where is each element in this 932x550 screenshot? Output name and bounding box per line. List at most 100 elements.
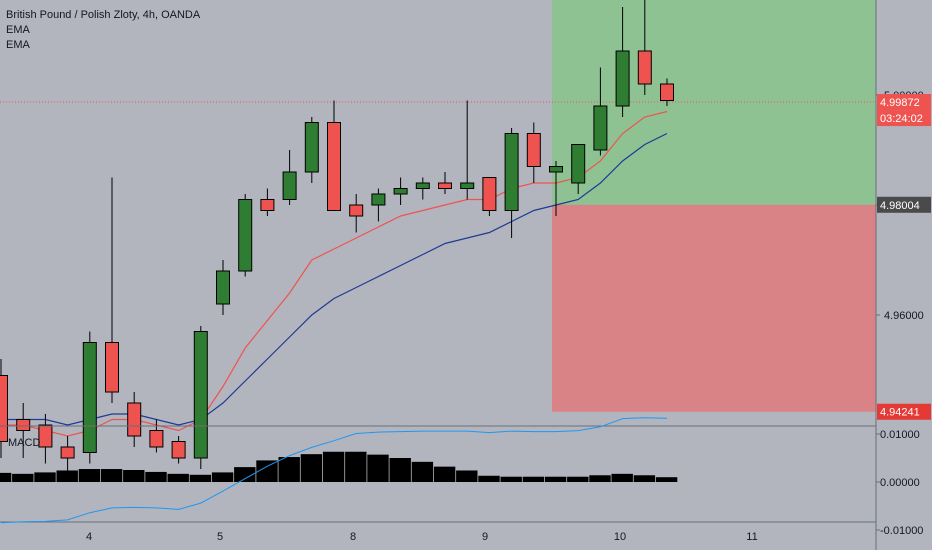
candle bbox=[593, 67, 608, 156]
macd-histogram-bar bbox=[56, 470, 78, 482]
candle-body bbox=[282, 171, 297, 200]
candle bbox=[304, 117, 319, 183]
candle bbox=[149, 419, 164, 453]
candle-body bbox=[105, 342, 119, 393]
candle-body bbox=[349, 204, 364, 217]
macd-histogram-bar bbox=[0, 472, 12, 482]
candle bbox=[0, 359, 8, 458]
stop-price-label: 4.94241 bbox=[880, 407, 920, 419]
countdown-label: 03:24:02 bbox=[880, 113, 923, 125]
candle bbox=[38, 414, 53, 464]
time-tick-label: 11 bbox=[746, 531, 757, 543]
candle bbox=[660, 78, 674, 106]
candle-body bbox=[460, 182, 475, 189]
legend-ema-fast[interactable]: EMA bbox=[6, 24, 30, 36]
candle bbox=[371, 188, 386, 222]
macd-histogram-bar bbox=[367, 454, 389, 482]
candle-body bbox=[660, 83, 674, 101]
candle-body bbox=[238, 199, 253, 272]
candle-body bbox=[260, 199, 275, 211]
candle bbox=[393, 177, 408, 205]
candle bbox=[260, 188, 275, 216]
macd-histogram-bar bbox=[345, 451, 367, 482]
legend-title[interactable]: British Pound / Polish Zloty, 4h, OANDA bbox=[6, 9, 201, 21]
candle bbox=[82, 331, 97, 464]
macd-histogram-bar bbox=[211, 472, 234, 482]
macd-label[interactable]: MACD bbox=[8, 437, 41, 449]
candle bbox=[216, 260, 230, 315]
chart-legend: British Pound / Polish Zloty, 4h, OANDA … bbox=[6, 8, 200, 53]
macd-histogram-bar bbox=[189, 474, 212, 482]
current-price-label-bg bbox=[877, 94, 931, 111]
candle-body bbox=[393, 188, 408, 195]
candle-body bbox=[304, 122, 319, 173]
legend-ema-slow[interactable]: EMA bbox=[6, 39, 30, 51]
macd-histogram-bar bbox=[256, 460, 278, 482]
macd-tick-label: -0.01000 bbox=[880, 525, 923, 537]
candle bbox=[438, 172, 452, 194]
candle bbox=[526, 122, 541, 183]
macd-histogram-bar bbox=[322, 451, 345, 482]
macd-histogram-bar bbox=[456, 470, 478, 482]
macd-histogram-bar bbox=[100, 469, 123, 482]
candle bbox=[571, 144, 586, 194]
candle-body bbox=[216, 270, 230, 305]
candle-body bbox=[149, 430, 164, 448]
candle-body bbox=[615, 50, 630, 107]
stop-price-label-bg bbox=[877, 403, 931, 420]
macd-tick-label: 0.01000 bbox=[880, 429, 920, 441]
macd-histogram-bar bbox=[278, 457, 300, 482]
candle bbox=[127, 392, 142, 447]
candle-body bbox=[38, 424, 53, 448]
candle-body bbox=[593, 105, 608, 151]
macd-histogram-bar bbox=[12, 473, 34, 482]
macd-histogram-bar bbox=[567, 476, 589, 482]
candle bbox=[105, 177, 119, 403]
macd-histogram-bar bbox=[611, 473, 633, 482]
macd-histogram-bar bbox=[522, 476, 545, 482]
countdown-bg bbox=[877, 110, 931, 127]
candle-body bbox=[82, 342, 97, 453]
candle bbox=[238, 194, 253, 277]
candle-body bbox=[415, 182, 430, 189]
macd-histogram-bar bbox=[145, 471, 167, 482]
candle-body bbox=[438, 182, 452, 189]
candle bbox=[460, 100, 475, 200]
candle bbox=[637, 0, 652, 95]
macd-histogram-bar bbox=[544, 476, 567, 482]
candle-body bbox=[193, 331, 208, 459]
candle bbox=[349, 194, 364, 233]
candle bbox=[482, 177, 497, 216]
macd-histogram-bar bbox=[633, 475, 656, 482]
macd-histogram-bar bbox=[167, 473, 189, 482]
macd-histogram-bar bbox=[300, 454, 323, 482]
macd-histogram-bar bbox=[589, 475, 611, 482]
macd-histogram-bar bbox=[123, 470, 145, 482]
candle bbox=[16, 403, 31, 458]
price-tick-label: 4.96000 bbox=[884, 310, 924, 322]
macd-histogram-bar bbox=[78, 469, 101, 482]
candle bbox=[282, 150, 297, 205]
candle-body bbox=[482, 177, 497, 211]
candle bbox=[615, 7, 630, 117]
macd-histogram-bar bbox=[411, 461, 434, 482]
candle bbox=[193, 326, 208, 469]
time-tick-label: 10 bbox=[614, 531, 626, 543]
candle bbox=[549, 161, 563, 216]
macd-histogram-bar bbox=[389, 458, 411, 482]
macd-histogram-bar bbox=[478, 475, 500, 482]
candle-body bbox=[526, 133, 541, 167]
candle-body bbox=[549, 166, 563, 173]
candle bbox=[504, 128, 519, 238]
macd-tick-label: 0.00000 bbox=[880, 477, 920, 489]
candle-body bbox=[504, 133, 519, 211]
candle bbox=[327, 100, 341, 211]
candle-body bbox=[571, 144, 586, 184]
candle-body bbox=[0, 375, 8, 442]
candle-body bbox=[371, 193, 386, 206]
current-price-label: 4.99872 bbox=[880, 97, 920, 109]
macd-histogram-bar bbox=[433, 466, 456, 482]
macd-histogram-bar bbox=[500, 476, 522, 482]
